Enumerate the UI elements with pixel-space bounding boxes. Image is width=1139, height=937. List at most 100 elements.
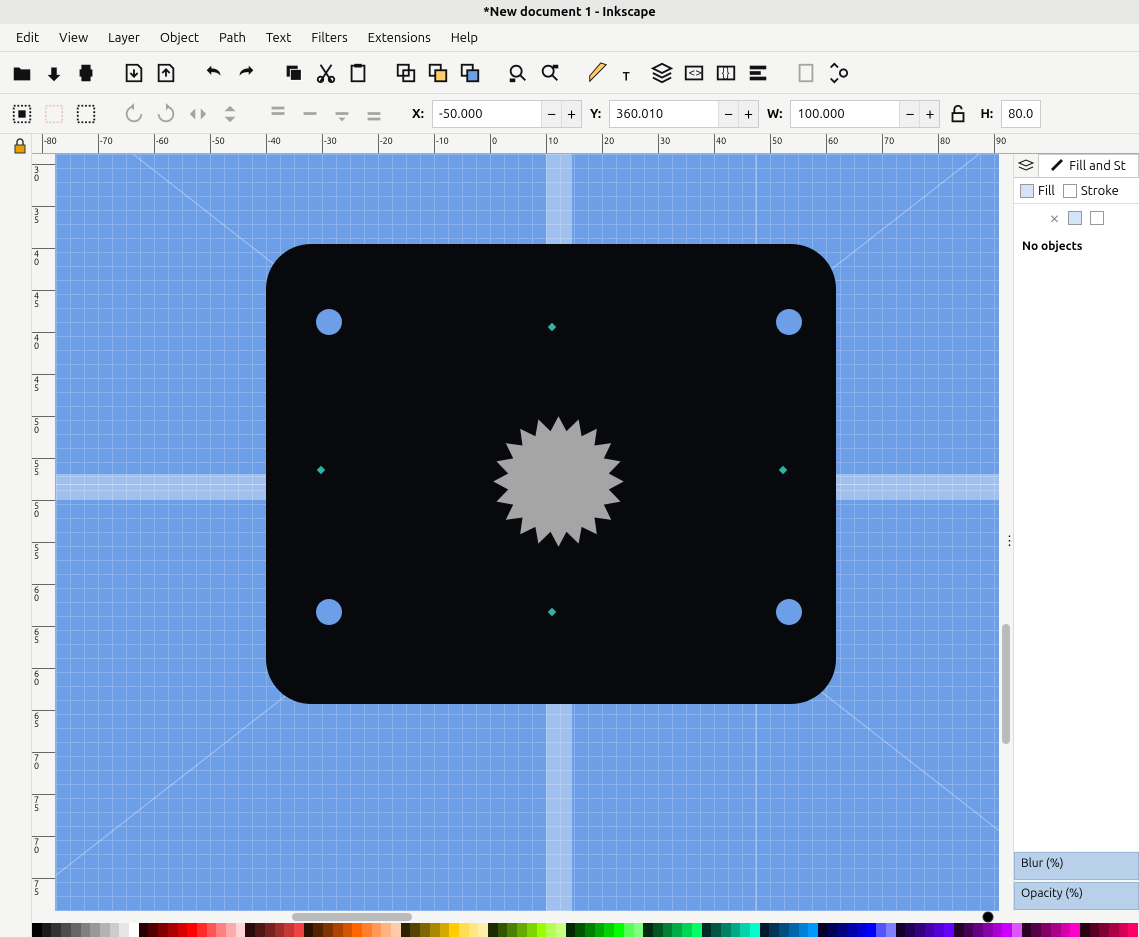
swatch-2[interactable] (1090, 211, 1104, 225)
palette-swatch[interactable] (100, 923, 110, 937)
palette-swatch[interactable] (410, 923, 420, 937)
palette-swatch[interactable] (614, 923, 624, 937)
flip-v-icon[interactable] (216, 100, 244, 128)
lower-bottom-icon[interactable] (360, 100, 388, 128)
palette-swatch[interactable] (119, 923, 129, 937)
palette-swatch[interactable] (837, 923, 847, 937)
palette-swatch[interactable] (1051, 923, 1061, 937)
palette-swatch[interactable] (595, 923, 605, 937)
palette-swatch[interactable] (42, 923, 52, 937)
palette-swatch[interactable] (527, 923, 537, 937)
rotate-ccw-icon[interactable] (120, 100, 148, 128)
y-input[interactable] (610, 107, 718, 121)
palette-swatch[interactable] (488, 923, 498, 937)
palette-swatch[interactable] (692, 923, 702, 937)
palette-swatch[interactable] (81, 923, 91, 937)
palette-swatch[interactable] (284, 923, 294, 937)
redo-icon[interactable] (232, 59, 260, 87)
palette-swatch[interactable] (1031, 923, 1041, 937)
palette-swatch[interactable] (886, 923, 896, 937)
palette-swatch[interactable] (925, 923, 935, 937)
palette-swatch[interactable] (304, 923, 314, 937)
palette-swatch[interactable] (507, 923, 517, 937)
palette-swatch[interactable] (372, 923, 382, 937)
zoom-drawing-icon[interactable] (536, 59, 564, 87)
open-icon[interactable] (8, 59, 36, 87)
palette-swatch[interactable] (934, 923, 944, 937)
palette-swatch[interactable] (1012, 923, 1022, 937)
ruler-horizontal[interactable]: -80-70-60-50-40-30-20-100102030405060708… (32, 134, 1139, 154)
paste-icon[interactable] (344, 59, 372, 87)
palette-swatch[interactable] (1109, 923, 1119, 937)
palette-swatch[interactable] (663, 923, 673, 937)
export-icon[interactable] (152, 59, 180, 87)
palette-swatch[interactable] (391, 923, 401, 937)
xml-icon[interactable]: <> (680, 59, 708, 87)
palette-swatch[interactable] (711, 923, 721, 937)
palette-swatch[interactable] (71, 923, 81, 937)
hscroll[interactable] (32, 911, 1139, 923)
palette-swatch[interactable] (401, 923, 411, 937)
palette-swatch[interactable] (954, 923, 964, 937)
color-palette[interactable] (32, 923, 1139, 937)
doc-props-icon[interactable] (824, 59, 852, 87)
palette-swatch[interactable] (1080, 923, 1090, 937)
canvas[interactable] (56, 154, 999, 911)
toolbox-collapsed[interactable] (0, 134, 8, 937)
hscroll-thumb[interactable] (292, 913, 412, 921)
palette-swatch[interactable] (110, 923, 120, 937)
palette-swatch[interactable] (1022, 923, 1032, 937)
palette-swatch[interactable] (265, 923, 275, 937)
menu-view[interactable]: View (49, 27, 98, 49)
palette-swatch[interactable] (51, 923, 61, 937)
palette-swatch[interactable] (216, 923, 226, 937)
palette-swatch[interactable] (808, 923, 818, 937)
palette-swatch[interactable] (236, 923, 246, 937)
w-input[interactable] (791, 107, 899, 121)
palette-swatch[interactable] (90, 923, 100, 937)
panel-hole[interactable] (316, 599, 342, 625)
prefs-icon[interactable] (792, 59, 820, 87)
palette-swatch[interactable] (420, 923, 430, 937)
palette-swatch[interactable] (896, 923, 906, 937)
menu-extensions[interactable]: Extensions (358, 27, 441, 49)
undo-icon[interactable] (200, 59, 228, 87)
rotate-cw-icon[interactable] (152, 100, 180, 128)
palette-swatch[interactable] (964, 923, 974, 937)
palette-swatch[interactable] (828, 923, 838, 937)
palette-swatch[interactable] (478, 923, 488, 937)
import-icon[interactable] (120, 59, 148, 87)
more-icon[interactable]: ⋮ (1003, 534, 1016, 549)
menu-object[interactable]: Object (150, 27, 209, 49)
palette-swatch[interactable] (634, 923, 644, 937)
vscroll[interactable]: ⋮ (999, 154, 1013, 911)
palette-swatch[interactable] (148, 923, 158, 937)
layers-icon[interactable] (648, 59, 676, 87)
select-all-icon[interactable] (8, 100, 36, 128)
palette-swatch[interactable] (197, 923, 207, 937)
palette-swatch[interactable] (168, 923, 178, 937)
palette-swatch[interactable] (352, 923, 362, 937)
deselect-icon[interactable] (72, 100, 100, 128)
palette-swatch[interactable] (779, 923, 789, 937)
stroke-subtab[interactable]: Stroke (1063, 182, 1119, 199)
duplicate-icon[interactable] (392, 59, 420, 87)
palette-swatch[interactable] (1002, 923, 1012, 937)
lock-wh-icon[interactable] (944, 100, 972, 128)
select-layers-icon[interactable] (40, 100, 68, 128)
palette-swatch[interactable] (799, 923, 809, 937)
palette-swatch[interactable] (546, 923, 556, 937)
raise-icon[interactable] (296, 100, 324, 128)
zoom-selection-icon[interactable] (504, 59, 532, 87)
palette-swatch[interactable] (789, 923, 799, 937)
opacity-slider[interactable]: Opacity (%) (1014, 882, 1139, 910)
palette-swatch[interactable] (847, 923, 857, 937)
flip-h-icon[interactable] (184, 100, 212, 128)
menu-help[interactable]: Help (441, 27, 488, 49)
menu-text[interactable]: Text (256, 27, 301, 49)
palette-swatch[interactable] (731, 923, 741, 937)
palette-swatch[interactable] (343, 923, 353, 937)
menu-edit[interactable]: Edit (6, 27, 49, 49)
palette-swatch[interactable] (721, 923, 731, 937)
palette-swatch[interactable] (459, 923, 469, 937)
